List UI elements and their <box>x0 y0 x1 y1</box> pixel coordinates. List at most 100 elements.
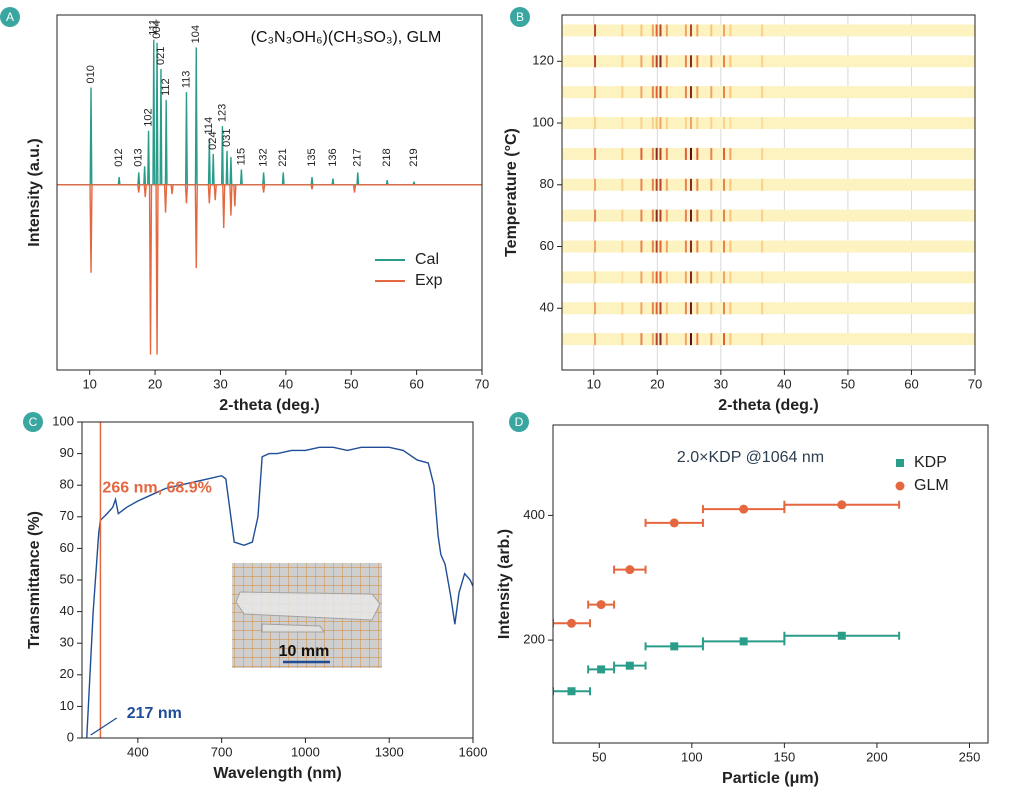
heatmap-stripe <box>640 271 643 284</box>
peak-label: 104 <box>190 25 202 43</box>
heatmap-stripe <box>594 209 597 222</box>
y-tick-label: 40 <box>540 300 554 315</box>
heatmap-stripe <box>689 24 692 37</box>
plot-area <box>553 500 901 696</box>
heatmap-stripe <box>684 302 687 315</box>
heatmap-stripe <box>621 240 624 253</box>
point <box>739 637 748 646</box>
x-tick-label: 1000 <box>291 744 320 759</box>
peak-label: 114 <box>203 117 215 135</box>
heatmap-stripe <box>621 333 624 346</box>
heatmap-stripe <box>696 86 699 99</box>
heatmap-stripe <box>684 117 687 130</box>
heatmap-stripe <box>761 302 764 315</box>
point <box>567 618 577 628</box>
heatmap-stripe <box>729 117 732 130</box>
heatmap-stripe <box>621 117 624 130</box>
heatmap-stripe <box>659 24 662 37</box>
x-axis-label: Wavelength (nm) <box>213 765 341 782</box>
heatmap-stripe <box>696 117 699 130</box>
y-tick-label: 10 <box>60 698 74 713</box>
plot-frame <box>552 424 989 744</box>
x-axis-label: 2-theta (deg.) <box>718 397 818 414</box>
heatmap-stripe <box>640 147 643 160</box>
annotation: 266 nm, 68.9% <box>102 479 211 496</box>
heatmap-stripe <box>710 117 713 130</box>
heatmap-stripe <box>684 178 687 191</box>
plot-area <box>562 24 975 346</box>
heatmap-stripe <box>659 302 662 315</box>
x-tick-label: 700 <box>211 744 233 759</box>
heatmap-stripe <box>684 209 687 222</box>
heatmap-stripe <box>659 178 662 191</box>
panel-badge <box>510 7 530 27</box>
y-tick-label: 30 <box>60 635 74 650</box>
heatmap-row <box>562 55 975 68</box>
y-tick-label: 100 <box>52 413 74 428</box>
heatmap-stripe <box>651 240 654 253</box>
heatmap-stripe <box>729 178 732 191</box>
x-tick-label: 60 <box>904 376 918 391</box>
heatmap-stripe <box>655 240 658 253</box>
heatmap-stripe <box>655 271 658 284</box>
heatmap-stripe <box>659 86 662 99</box>
heatmap-stripe <box>729 86 732 99</box>
peak-label: 123 <box>216 104 228 122</box>
heatmap-stripe <box>621 271 624 284</box>
panel: C 400 700 1000 1300 1600 0 10 20 30 40 50 60 70 80 90 10… <box>23 412 487 782</box>
heatmap-stripe <box>665 147 668 160</box>
heatmap-stripe <box>710 147 713 160</box>
heatmap-stripe <box>651 333 654 346</box>
heatmap-stripe <box>689 209 692 222</box>
y-axis-label: Intensity (a.u.) <box>26 138 43 246</box>
heatmap-stripe <box>761 147 764 160</box>
legend-swatch <box>895 481 905 491</box>
heatmap-row <box>562 178 975 191</box>
heatmap-stripe <box>723 86 726 99</box>
heatmap-stripe <box>621 178 624 191</box>
y-tick-label: 120 <box>532 53 554 68</box>
heatmap-stripe <box>689 178 692 191</box>
heatmap-stripe <box>761 209 764 222</box>
heatmap-stripe <box>689 240 692 253</box>
heatmap-stripe <box>761 333 764 346</box>
heatmap-stripe <box>729 24 732 37</box>
x-tick-label: 100 <box>681 749 703 764</box>
heatmap-stripe <box>659 55 662 68</box>
y-tick-label: 400 <box>523 507 545 522</box>
heatmap-stripe <box>761 117 764 130</box>
heatmap-stripe <box>689 333 692 346</box>
heatmap-stripe <box>640 86 643 99</box>
heatmap-stripe <box>655 24 658 37</box>
panel-badge <box>0 7 20 27</box>
heatmap-row <box>562 302 975 315</box>
peak-label: 102 <box>142 108 154 126</box>
x-axis-label: Particle (μm) <box>722 770 819 787</box>
series-line <box>57 184 482 355</box>
heatmap-stripe <box>710 178 713 191</box>
heatmap-stripe <box>651 24 654 37</box>
heatmap-row <box>562 24 975 37</box>
peak-label: 135 <box>306 148 318 166</box>
y-tick-label: 70 <box>60 508 74 523</box>
point <box>567 687 576 696</box>
peak-label: 013 <box>133 148 145 166</box>
peak-label: 219 <box>408 148 420 166</box>
heatmap-stripe <box>723 209 726 222</box>
peak-label: 115 <box>235 148 247 166</box>
peak-label: 111 <box>148 19 160 36</box>
heatmap-stripe <box>723 24 726 37</box>
heatmap-stripe <box>710 55 713 68</box>
plot-frame <box>561 14 976 371</box>
heatmap-stripe <box>665 117 668 130</box>
panel-badge <box>509 412 529 432</box>
chart-title: (C₃N₃OH₆)(CH₃SO₃), GLM <box>251 29 442 46</box>
heatmap-stripe <box>665 302 668 315</box>
heatmap-stripe <box>729 333 732 346</box>
legend-label: Exp <box>415 272 443 289</box>
x-tick-label: 70 <box>475 376 489 391</box>
panel-label: C <box>29 415 38 429</box>
heatmap-stripe <box>659 333 662 346</box>
